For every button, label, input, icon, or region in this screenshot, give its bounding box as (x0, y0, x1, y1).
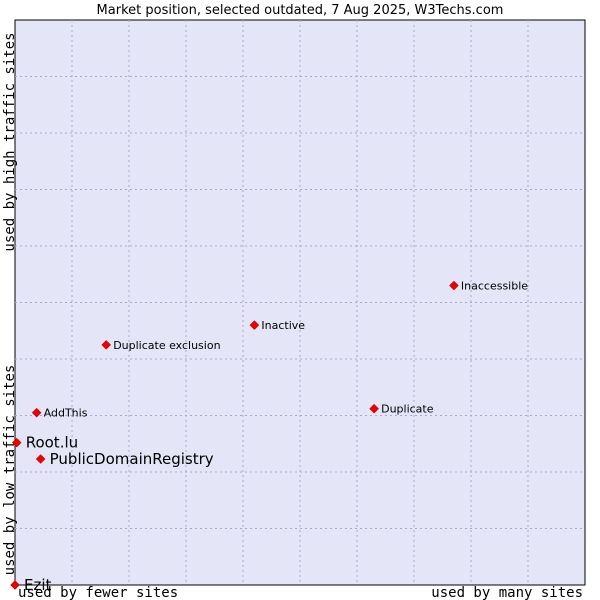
data-point-label: Inactive (261, 319, 305, 332)
data-point-marker (11, 437, 22, 448)
data-point-label: PublicDomainRegistry (50, 450, 214, 468)
data-point-marker (369, 403, 379, 414)
x-axis-label-high: used by many sites (431, 585, 583, 600)
y-axis-label-high: used by high traffic sites (2, 32, 18, 251)
grid-lines (15, 20, 585, 585)
data-points: Inaccessible Inactive Duplicate exclusion A… (10, 280, 528, 594)
data-point-marker (31, 407, 42, 418)
data-point-marker (35, 454, 46, 464)
data-point-label: Duplicate exclusion (113, 339, 220, 352)
data-point-marker (249, 320, 260, 330)
data-point-label: Root.lu (26, 434, 78, 452)
data-point-marker (101, 340, 112, 350)
data-point-marker (449, 280, 459, 291)
data-point-label: Duplicate (381, 403, 434, 416)
y-axis-label-low: used by low traffic sites (2, 365, 18, 576)
data-point-label: AddThis (44, 407, 88, 420)
data-point-label: Inaccessible (461, 280, 528, 293)
chart-title: Market position, selected outdated, 7 Au… (97, 3, 504, 18)
data-point-marker (10, 580, 20, 590)
x-axis-label-low: used by fewer sites (18, 585, 178, 600)
data-point-label: Ezit (24, 576, 52, 594)
